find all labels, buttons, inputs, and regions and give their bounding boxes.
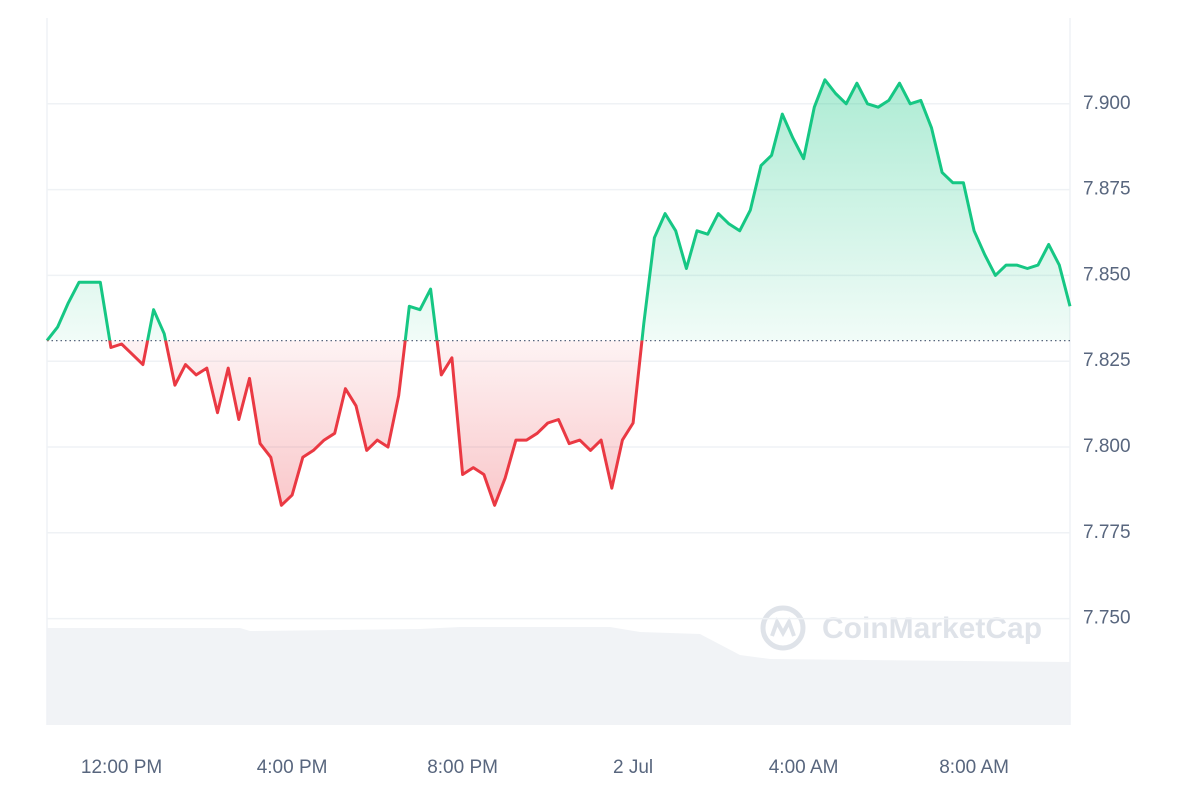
x-tick-label: 4:00 PM (257, 757, 328, 778)
watermark: CoinMarketCap (760, 605, 1042, 651)
y-tick-label: 7.875 (1083, 179, 1131, 200)
price-area (47, 79, 1070, 506)
price-line (45, 78, 1072, 507)
x-tick-label: 2 Jul (613, 757, 653, 778)
y-tick-label: 7.900 (1083, 93, 1131, 114)
x-tick-label: 8:00 AM (939, 757, 1009, 778)
watermark-text: CoinMarketCap (822, 612, 1042, 645)
x-tick-label: 8:00 PM (427, 757, 498, 778)
y-tick-label: 7.825 (1083, 350, 1131, 371)
y-tick-label: 7.775 (1083, 522, 1131, 543)
volume-area (47, 627, 1070, 725)
x-tick-label: 4:00 AM (769, 757, 839, 778)
y-tick-label: 7.800 (1083, 436, 1131, 457)
y-tick-label: 7.750 (1083, 608, 1131, 629)
y-tick-label: 7.850 (1083, 264, 1131, 285)
x-tick-label: 12:00 PM (81, 757, 162, 778)
